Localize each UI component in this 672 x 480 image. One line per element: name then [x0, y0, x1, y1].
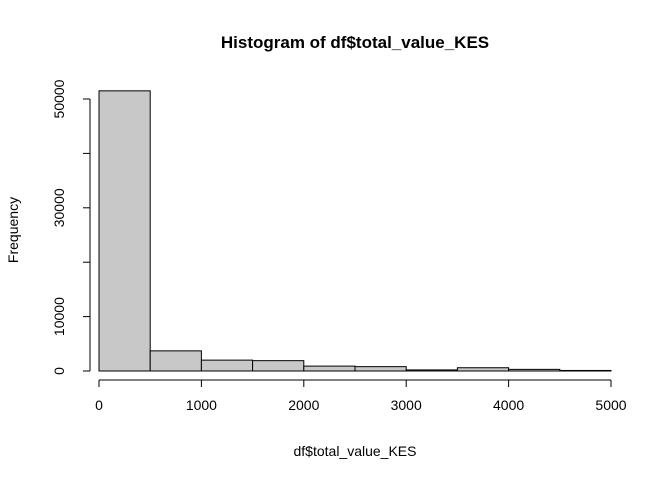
histogram-bar [508, 368, 561, 372]
y-axis-label: Frequency [5, 197, 21, 263]
x-tick-label: 0 [95, 397, 103, 413]
histogram-bar [354, 366, 407, 372]
x-axis: 0 1000 2000 3000 4000 5000 [95, 379, 627, 413]
histogram-bar [559, 369, 612, 372]
chart-title: Histogram of df$total_value_KES [221, 33, 489, 52]
y-tick-label: 0 [51, 367, 67, 375]
x-tick-label: 2000 [288, 397, 319, 413]
x-tick-label: 4000 [493, 397, 524, 413]
y-tick-label: 10000 [51, 297, 67, 336]
x-tick-label: 3000 [391, 397, 422, 413]
y-tick-label: 30000 [51, 188, 67, 227]
x-axis-label: df$total_value_KES [294, 443, 417, 459]
x-tick-label: 1000 [186, 397, 217, 413]
y-axis: 0 10000 30000 50000 [51, 79, 91, 375]
histogram-bar [405, 369, 458, 372]
histogram-bar [252, 360, 305, 372]
histogram-bar [200, 359, 254, 372]
histogram-bar [149, 350, 202, 372]
histogram-bar [303, 365, 356, 372]
x-tick-label: 5000 [595, 397, 626, 413]
y-tick-label: 50000 [51, 79, 67, 118]
bars-group [98, 90, 612, 372]
histogram-bar [456, 367, 510, 372]
histogram-bar [98, 90, 151, 372]
